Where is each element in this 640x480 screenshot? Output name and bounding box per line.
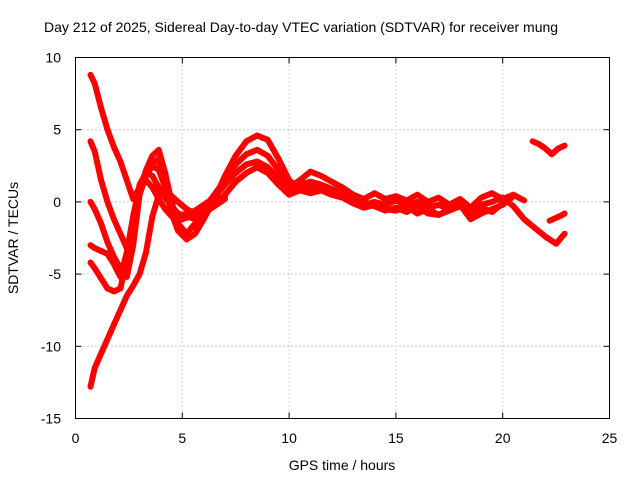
series-line-8: [546, 210, 568, 224]
series-line-7: [529, 138, 568, 158]
x-tick-label: 20: [495, 430, 511, 446]
x-tick-labels: 0 5 10 15 20 25: [72, 430, 618, 446]
y-tick-label: 10: [45, 50, 61, 66]
y-tick-label: 0: [53, 194, 61, 210]
y-tick-labels: -15 -10 -5 0 5 10: [41, 50, 61, 427]
chart-title: Day 212 of 2025, Sidereal Day-to-day VTE…: [44, 19, 558, 35]
x-tick-label: 25: [602, 430, 618, 446]
x-tick-label: 0: [72, 430, 80, 446]
x-tick-label: 5: [178, 430, 186, 446]
ticks: [75, 57, 610, 419]
series-line-6: [87, 187, 228, 390]
y-tick-label: -10: [41, 338, 61, 354]
grid: [75, 57, 610, 419]
plot-frame: [75, 57, 610, 419]
y-axis-label: SDTVAR / TECUs: [5, 182, 21, 294]
y-tick-label: 5: [53, 122, 61, 138]
x-axis-label: GPS time / hours: [289, 457, 396, 473]
y-tick-label: -5: [49, 266, 62, 282]
y-tick-label: -15: [41, 411, 61, 427]
x-tick-label: 15: [388, 430, 404, 446]
x-tick-label: 10: [281, 430, 297, 446]
series-layer: [87, 71, 568, 390]
